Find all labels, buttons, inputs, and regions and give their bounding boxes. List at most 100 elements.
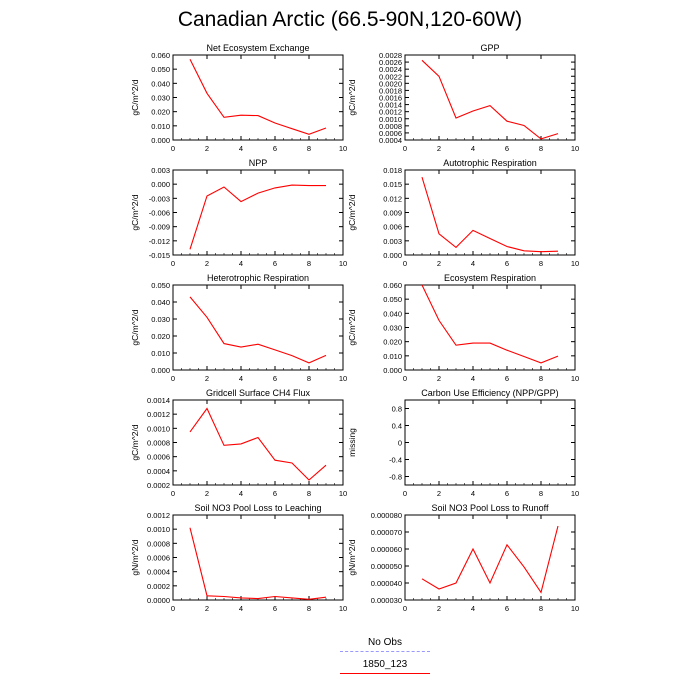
x-tick-label: 4 [239, 259, 243, 268]
y-tick-label: 0.0002 [147, 481, 170, 490]
series-line [421, 59, 559, 140]
x-tick-label: 10 [571, 489, 579, 498]
y-tick-label: 0.8 [392, 405, 402, 414]
panel-title: Autotrophic Respiration [443, 158, 537, 168]
x-tick-label: 10 [339, 489, 347, 498]
y-tick-label: 0.009 [383, 209, 402, 218]
y-tick-label: 0.060 [383, 281, 402, 290]
chart-panel-6: Ecosystem Respiration 0 2 4 6 8 10 0.000 0.010 0.… [347, 273, 579, 383]
y-tick-label: 0.0006 [147, 554, 170, 563]
y-axis-label: gC/m^2/d [347, 309, 357, 345]
x-tick-label: 4 [471, 374, 475, 383]
x-tick-label: 6 [505, 489, 509, 498]
x-tick-label: 0 [403, 604, 407, 613]
y-tick-label: 0.018 [383, 166, 402, 175]
chart-panel-1: Net Ecosystem Exchange 0 2 4 6 8 10 0.000 0.010 0… [130, 43, 347, 153]
x-tick-label: 2 [205, 259, 209, 268]
x-tick-label: 6 [273, 604, 277, 613]
y-tick-label: 0.030 [151, 94, 170, 103]
x-tick-label: 8 [307, 259, 311, 268]
x-tick-label: 0 [171, 604, 175, 613]
y-axis-label: gC/m^2/d [347, 194, 357, 230]
x-tick-label: 2 [205, 144, 209, 153]
y-tick-label: 0.000 [383, 251, 402, 260]
plot-frame [404, 169, 576, 256]
x-tick-label: 8 [307, 144, 311, 153]
plot-frame [172, 284, 344, 371]
x-tick-label: 10 [339, 604, 347, 613]
y-tick-label: 0.000030 [371, 596, 402, 605]
x-tick-label: 0 [403, 259, 407, 268]
y-tick-label: 0.000050 [371, 562, 402, 571]
y-tick-label: 0.060 [151, 51, 170, 60]
legend-1850-123: 1850_123 [340, 659, 430, 674]
y-tick-label: 0.0000 [147, 596, 170, 605]
y-tick-label: -0.015 [149, 251, 170, 260]
chart-panel-7: Gridcell Surface CH4 Flux 0 2 4 6 8 10 0.0002 0.… [130, 388, 347, 498]
x-tick-label: 0 [171, 144, 175, 153]
y-tick-label: 0.020 [151, 332, 170, 341]
y-tick-label: 0 [398, 439, 402, 448]
y-tick-label: 0.4 [392, 422, 402, 431]
y-tick-label: 0.040 [151, 79, 170, 88]
y-tick-label: 0.0016 [379, 94, 402, 103]
chart-panel-2: GPP 0 2 4 6 8 10 0.00040.00060.00080.00100.0012… [347, 43, 579, 153]
panel-title: Heterotrophic Respiration [207, 273, 309, 283]
y-axis-label: gC/m^2/d [347, 79, 357, 115]
y-tick-label: 0.000 [151, 136, 170, 145]
y-tick-label: 0.0006 [147, 453, 170, 462]
y-axis-label: gN/m^2/d [130, 539, 140, 575]
y-axis-label: gC/m^2/d [130, 79, 140, 115]
y-tick-label: 0.0012 [147, 410, 170, 419]
x-tick-label: 8 [539, 604, 543, 613]
series-line [189, 527, 327, 600]
panel-title: Soil NO3 Pool Loss to Runoff [432, 503, 549, 513]
x-tick-label: 10 [571, 604, 579, 613]
y-tick-label: 0.010 [151, 122, 170, 131]
x-tick-label: 2 [437, 144, 441, 153]
y-tick-label: -0.003 [149, 194, 170, 203]
y-tick-label: 0.0010 [379, 115, 402, 124]
y-tick-label: 0.010 [383, 352, 402, 361]
y-tick-label: 0.0014 [379, 101, 402, 110]
y-tick-label: -0.012 [149, 237, 170, 246]
y-tick-label: -0.8 [389, 473, 402, 482]
x-tick-label: 10 [571, 259, 579, 268]
x-tick-label: 4 [471, 259, 475, 268]
y-tick-label: 0.020 [383, 338, 402, 347]
y-tick-label: 0.0022 [379, 72, 402, 81]
x-tick-label: 2 [437, 259, 441, 268]
legend-no-obs: No Obs [340, 637, 430, 652]
y-axis-label: gC/m^2/d [130, 194, 140, 230]
panel-title: Ecosystem Respiration [444, 273, 536, 283]
series-line [189, 407, 327, 481]
x-tick-label: 0 [171, 374, 175, 383]
y-axis-label: gC/m^2/d [130, 309, 140, 345]
y-tick-label: 0.0010 [147, 424, 170, 433]
y-tick-label: 0.0024 [379, 65, 402, 74]
x-tick-label: 2 [205, 374, 209, 383]
x-tick-label: 0 [403, 489, 407, 498]
y-tick-label: 0.000080 [371, 511, 402, 520]
y-tick-label: 0.030 [151, 315, 170, 324]
y-tick-label: 0.000070 [371, 528, 402, 537]
x-tick-label: 0 [171, 259, 175, 268]
x-tick-label: 10 [339, 144, 347, 153]
x-tick-label: 2 [205, 604, 209, 613]
x-tick-label: 6 [505, 374, 509, 383]
y-tick-label: 0.0004 [147, 568, 170, 577]
chart-panel-3: NPP 0 2 4 6 8 10 -0.015 -0.012 -0.009 -0.006 -0.003… [130, 158, 347, 268]
x-tick-label: 4 [239, 604, 243, 613]
y-tick-label: 0.0020 [379, 79, 402, 88]
y-tick-label: 0.000 [383, 366, 402, 375]
x-tick-label: 0 [403, 144, 407, 153]
y-tick-label: 0.0006 [379, 129, 402, 138]
x-tick-label: 2 [437, 374, 441, 383]
x-tick-label: 4 [239, 374, 243, 383]
y-tick-label: 0.040 [151, 298, 170, 307]
plot-frame [172, 54, 344, 141]
legend-label-no-obs: No Obs [368, 637, 402, 648]
y-axis-label: gC/m^2/d [130, 424, 140, 460]
y-axis-label: missing [347, 428, 357, 457]
